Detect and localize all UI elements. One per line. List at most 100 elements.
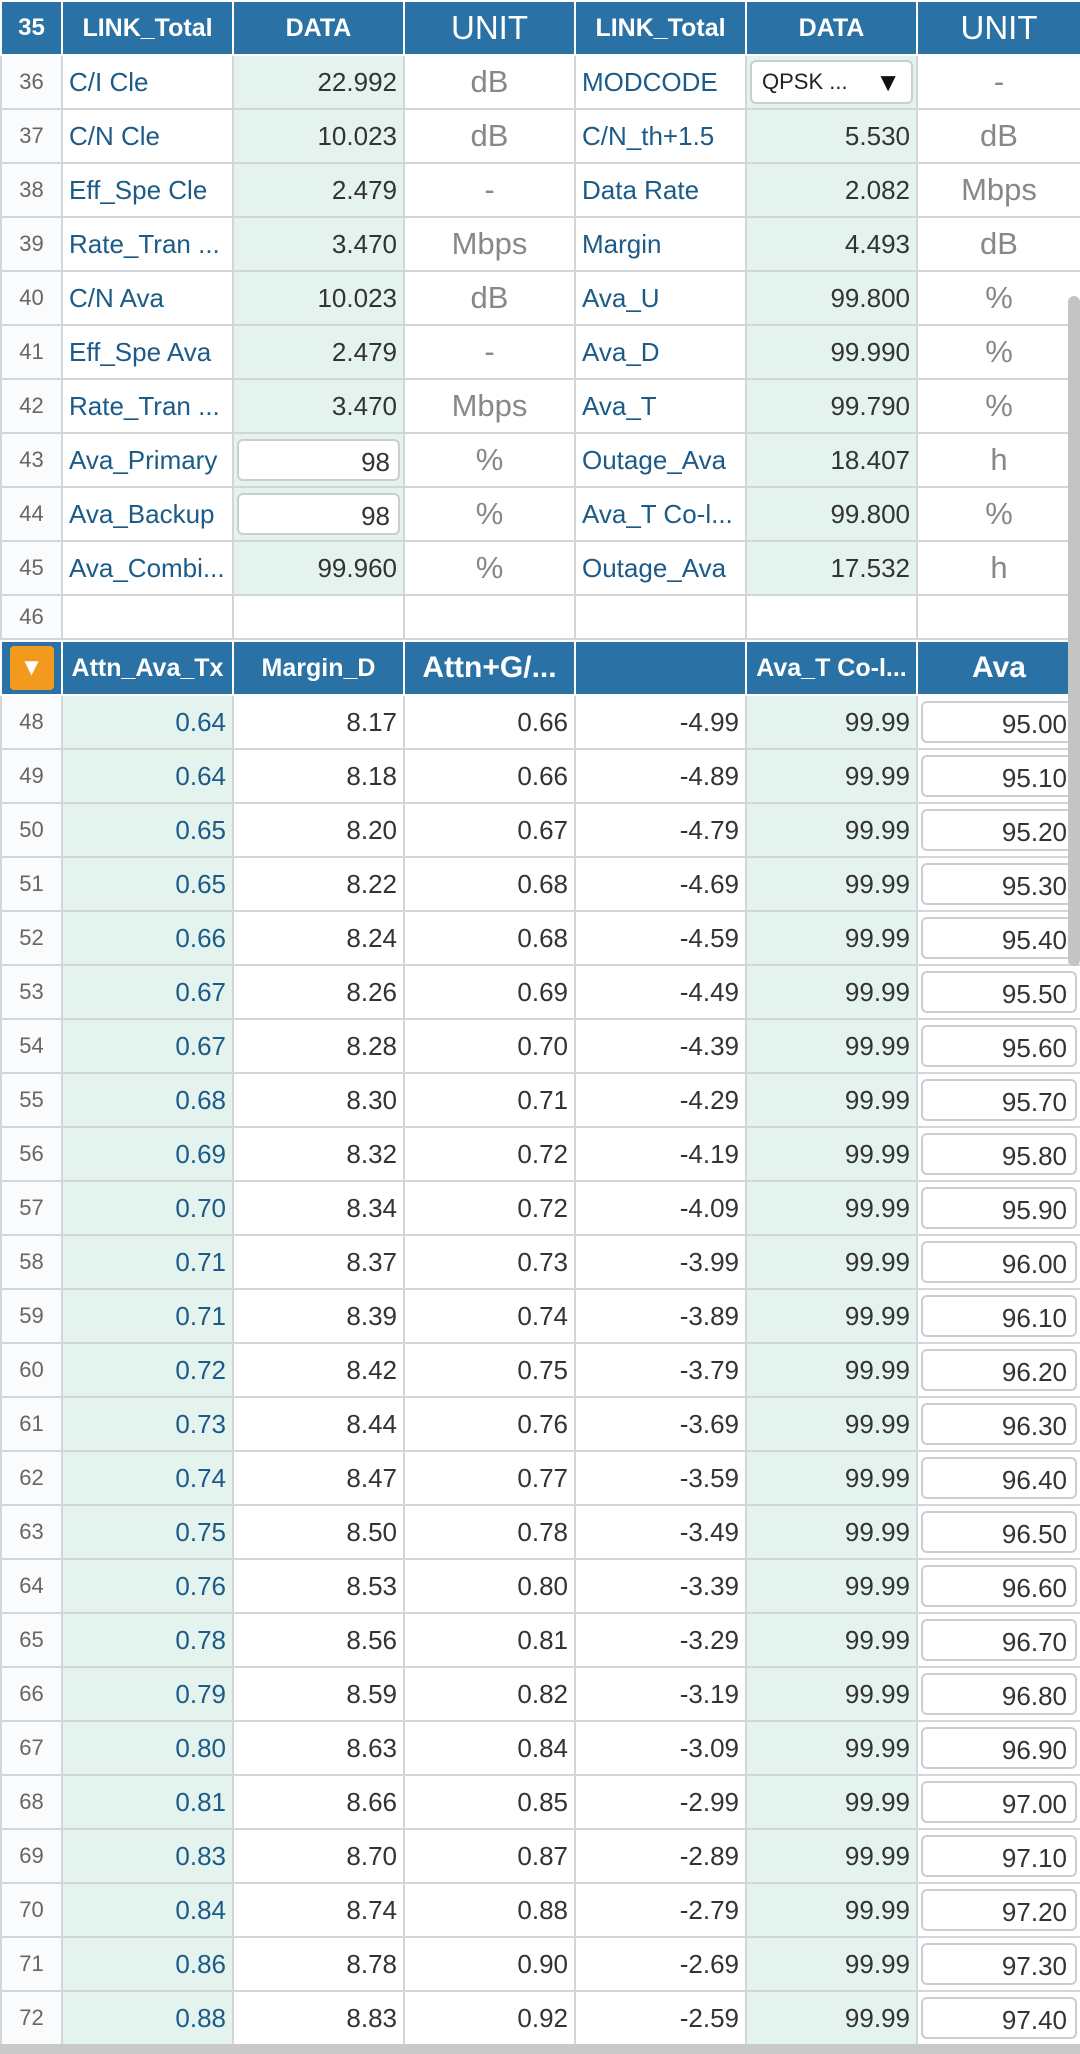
empty-cell[interactable] [574,594,747,640]
ava-input[interactable]: 96.00 [921,1241,1077,1283]
param-input[interactable]: 98 [237,439,400,481]
ava-input[interactable]: 97.00 [921,1781,1077,1823]
ava-input[interactable]: 95.80 [921,1133,1077,1175]
margin-d-cell: 8.83 [232,1990,405,2046]
ava-input-cell[interactable]: 96.50 [916,1504,1080,1560]
ava-input[interactable]: 95.70 [921,1079,1077,1121]
ava-input-cell[interactable]: 95.10 [916,748,1080,804]
param-input-cell[interactable]: 98 [232,486,405,542]
ava-input-cell[interactable]: 96.90 [916,1720,1080,1776]
ava-input[interactable]: 95.10 [921,755,1077,797]
row-number: 54 [0,1018,63,1074]
empty-cell[interactable] [61,594,234,640]
column-header-ava-t-co[interactable]: Ava_T Co-l... [745,640,918,696]
ava-input[interactable]: 96.30 [921,1403,1077,1445]
ava-input[interactable]: 96.60 [921,1565,1077,1607]
ava-input-cell[interactable]: 96.80 [916,1666,1080,1722]
column-header-attn-ava-tx[interactable]: Attn_Ava_Tx [61,640,234,696]
column-header-data-2[interactable]: DATA [745,0,918,56]
column-header-blank[interactable] [574,640,747,696]
modcode-select[interactable]: QPSK ... ▼ [750,60,913,104]
margin-d-cell: 8.30 [232,1072,405,1128]
column-header-link-total[interactable]: LINK_Total [61,0,234,56]
ava-input-cell[interactable]: 95.90 [916,1180,1080,1236]
ava-input-cell[interactable]: 96.20 [916,1342,1080,1398]
ava-input[interactable]: 96.40 [921,1457,1077,1499]
margin-d-cell: 8.70 [232,1828,405,1884]
ava-input-cell[interactable]: 96.40 [916,1450,1080,1506]
vertical-scrollbar[interactable] [1068,296,1080,966]
param-unit: - [403,162,576,218]
ava-input-cell[interactable]: 96.00 [916,1234,1080,1290]
ava-input-cell[interactable]: 95.50 [916,964,1080,1020]
column-header-data[interactable]: DATA [232,0,405,56]
ava-input[interactable]: 96.20 [921,1349,1077,1391]
ava-input-cell[interactable]: 95.30 [916,856,1080,912]
margin-d-cell: 8.63 [232,1720,405,1776]
ava-input-cell[interactable]: 95.20 [916,802,1080,858]
ava-input[interactable]: 96.70 [921,1619,1077,1661]
column-header-ava[interactable]: Ava [916,640,1080,696]
table-row: 50 0.65 8.20 0.67 -4.79 99.99 95.20 [0,802,1080,858]
ava-input[interactable]: 97.40 [921,1997,1077,2039]
ava-input-cell[interactable]: 96.70 [916,1612,1080,1668]
ava-input-cell[interactable]: 97.20 [916,1882,1080,1938]
ava-input[interactable]: 96.50 [921,1511,1077,1553]
column-header-attn-g[interactable]: Attn+G/... [403,640,576,696]
ava-input-cell[interactable]: 97.00 [916,1774,1080,1830]
value-cell: -3.89 [574,1288,747,1344]
ava-input[interactable]: 97.10 [921,1835,1077,1877]
ava-input-cell[interactable]: 97.30 [916,1936,1080,1992]
ava-input-cell[interactable]: 95.60 [916,1018,1080,1074]
ava-input-cell[interactable]: 95.80 [916,1126,1080,1182]
empty-cell[interactable] [403,594,576,640]
horizontal-scrollbar[interactable] [0,2044,1080,2054]
ava-input[interactable]: 96.10 [921,1295,1077,1337]
modcode-select-cell[interactable]: QPSK ... ▼ [745,54,918,110]
attn-g-cell: 0.72 [403,1180,576,1236]
ava-input-cell[interactable]: 96.60 [916,1558,1080,1614]
column-header-unit[interactable]: UNIT [403,0,576,56]
ava-input[interactable]: 95.30 [921,863,1077,905]
param-label-2: Data Rate [574,162,747,218]
margin-d-cell: 8.44 [232,1396,405,1452]
attn-ava-tx-cell: 0.65 [61,856,234,912]
attn-g-cell: 0.77 [403,1450,576,1506]
ava-input-cell[interactable]: 95.00 [916,694,1080,750]
column-header-margin-d[interactable]: Margin_D [232,640,405,696]
ava-input[interactable]: 96.80 [921,1673,1077,1715]
param-value-2: 99.790 [745,378,918,434]
param-input-cell[interactable]: 98 [232,432,405,488]
margin-d-cell: 8.24 [232,910,405,966]
ava-input[interactable]: 95.00 [921,701,1077,743]
attn-ava-tx-cell: 0.81 [61,1774,234,1830]
ava-input[interactable]: 97.30 [921,1943,1077,1985]
filter-cell[interactable]: ▼ [0,640,63,696]
table-row: 39 Rate_Tran ... 3.470 Mbps Margin 4.493 dB [0,216,1080,272]
margin-d-cell: 8.78 [232,1936,405,1992]
filter-down-triangle-icon[interactable]: ▼ [9,646,54,690]
empty-cell[interactable] [232,594,405,640]
param-label: Eff_Spe Ava [61,324,234,380]
empty-cell[interactable] [916,594,1080,640]
param-input[interactable]: 98 [237,493,400,535]
ava-input[interactable]: 96.90 [921,1727,1077,1769]
ava-input[interactable]: 95.60 [921,1025,1077,1067]
ava-input[interactable]: 95.40 [921,917,1077,959]
ava-input-cell[interactable]: 97.10 [916,1828,1080,1884]
column-header-unit-2[interactable]: UNIT [916,0,1080,56]
ava-input[interactable]: 95.90 [921,1187,1077,1229]
ava-input-cell[interactable]: 96.10 [916,1288,1080,1344]
ava-input-cell[interactable]: 96.30 [916,1396,1080,1452]
table-row: 37 C/N Cle 10.023 dB C/N_th+1.5 5.530 dB [0,108,1080,164]
ava-input[interactable]: 95.20 [921,809,1077,851]
blank-row: 46 [0,594,1080,640]
ava-input-cell[interactable]: 95.40 [916,910,1080,966]
column-header-link-total-2[interactable]: LINK_Total [574,0,747,56]
ava-input[interactable]: 95.50 [921,971,1077,1013]
ava-input[interactable]: 97.20 [921,1889,1077,1931]
ava-input-cell[interactable]: 95.70 [916,1072,1080,1128]
ava-input-cell[interactable]: 97.40 [916,1990,1080,2046]
margin-d-cell: 8.32 [232,1126,405,1182]
empty-cell[interactable] [745,594,918,640]
